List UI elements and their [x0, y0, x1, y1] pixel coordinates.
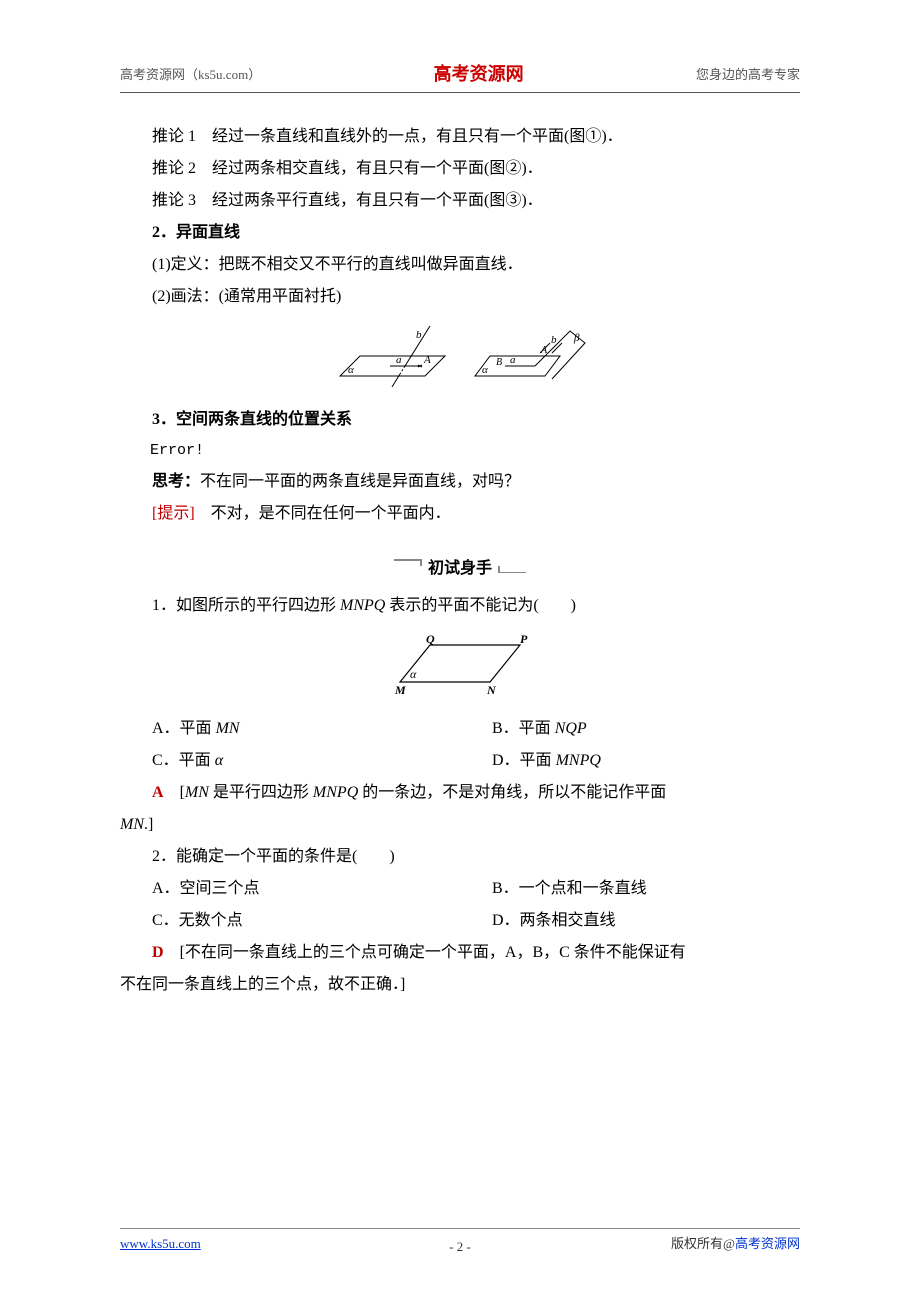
heading-skew-lines: 2．异面直线 — [120, 217, 800, 249]
q1-explanation-cont: MN.] — [120, 809, 800, 841]
think-body: 不在同一平面的两条直线是异面直线，对吗？ — [200, 473, 520, 490]
bracket-right-icon — [498, 559, 526, 573]
svg-text:α: α — [410, 667, 417, 681]
hint-prefix: [提示] — [152, 505, 195, 522]
svg-text:A: A — [423, 354, 431, 366]
footer-copyright: 版权所有@高考资源网 — [671, 1233, 800, 1252]
q2-explanation-line1: D [不在同一条直线上的三个点可确定一个平面，A，B，C 条件不能保证有 — [120, 937, 800, 969]
q1-option-c: C．平面 α — [120, 745, 460, 777]
q1-option-a: A．平面 MN — [120, 713, 460, 745]
header-title: 高考资源网 — [434, 60, 524, 86]
q2-options-row2: C．无数个点 D．两条相交直线 — [120, 905, 800, 937]
section-divider: 初试身手 — [120, 554, 800, 578]
page-header: 高考资源网（ks5u.com） 高考资源网 您身边的高考专家 — [120, 60, 800, 93]
svg-text:Q: Q — [426, 632, 435, 646]
q1-options-row1: A．平面 MN B．平面 NQP — [120, 713, 800, 745]
figure-parallelogram: M N P Q α — [120, 630, 800, 705]
q1-option-b: B．平面 NQP — [460, 713, 800, 745]
q2-option-b: B．一个点和一条直线 — [460, 873, 800, 905]
hint-body: 不对，是不同在任何一个平面内． — [195, 505, 451, 522]
svg-text:N: N — [486, 683, 497, 697]
svg-text:M: M — [394, 683, 406, 697]
svg-text:β: β — [573, 332, 580, 344]
svg-text:α: α — [482, 364, 488, 376]
svg-text:P: P — [520, 632, 528, 646]
heading-position: 3．空间两条直线的位置关系 — [120, 404, 800, 436]
error-placeholder: Error! — [120, 436, 800, 466]
definition-skew: (1)定义：把既不相交又不平行的直线叫做异面直线． — [120, 249, 800, 281]
svg-text:b: b — [551, 334, 557, 346]
footer-page-number: - 2 - — [449, 1239, 471, 1255]
q2-options-row1: A．空间三个点 B．一个点和一条直线 — [120, 873, 800, 905]
q1-options-row2: C．平面 α D．平面 MNPQ — [120, 745, 800, 777]
page-footer: www.ks5u.com - 2 - 版权所有@高考资源网 — [120, 1228, 800, 1252]
q2-option-c: C．无数个点 — [120, 905, 460, 937]
figure-skew-lines: a b A α a b A B α β — [120, 321, 800, 396]
q1-option-d: D．平面 MNPQ — [460, 745, 800, 777]
think-question: 思考：不在同一平面的两条直线是异面直线，对吗？ — [120, 466, 800, 498]
corollary-3: 推论 3 经过两条平行直线，有且只有一个平面(图③)． — [120, 185, 800, 217]
header-tagline: 您身边的高考专家 — [696, 64, 800, 83]
svg-text:a: a — [510, 354, 516, 366]
think-prefix: 思考： — [152, 473, 200, 490]
q1-stem: 1．如图所示的平行四边形 MNPQ 表示的平面不能记为( ) — [120, 590, 800, 622]
svg-text:B: B — [496, 357, 502, 368]
footer-url: www.ks5u.com — [120, 1236, 201, 1252]
q2-option-d: D．两条相交直线 — [460, 905, 800, 937]
svg-text:a: a — [396, 354, 402, 366]
svg-text:A: A — [540, 345, 548, 356]
q1-answer: A — [152, 784, 164, 801]
corollary-2: 推论 2 经过两条相交直线，有且只有一个平面(图②)． — [120, 153, 800, 185]
q2-stem: 2．能确定一个平面的条件是( ) — [120, 841, 800, 873]
section-title: 初试身手 — [426, 554, 494, 578]
q1-explanation: A [MN 是平行四边形 MNPQ 的一条边，不是对角线，所以不能记作平面 — [120, 777, 800, 809]
q2-explanation-line2: 不在同一条直线上的三个点，故不正确．] — [120, 969, 800, 1001]
header-source: 高考资源网（ks5u.com） — [120, 64, 261, 83]
q2-option-a: A．空间三个点 — [120, 873, 460, 905]
hint-answer: [提示] 不对，是不同在任何一个平面内． — [120, 498, 800, 530]
drawing-method: (2)画法：(通常用平面衬托) — [120, 281, 800, 313]
svg-text:α: α — [348, 364, 354, 376]
svg-text:b: b — [416, 329, 422, 341]
bracket-left-icon — [394, 559, 422, 573]
corollary-1: 推论 1 经过一条直线和直线外的一点，有且只有一个平面(图①)． — [120, 121, 800, 153]
q2-answer: D — [152, 944, 164, 961]
q2-exp-body1: [不在同一条直线上的三个点可确定一个平面，A，B，C 条件不能保证有 — [164, 944, 686, 961]
